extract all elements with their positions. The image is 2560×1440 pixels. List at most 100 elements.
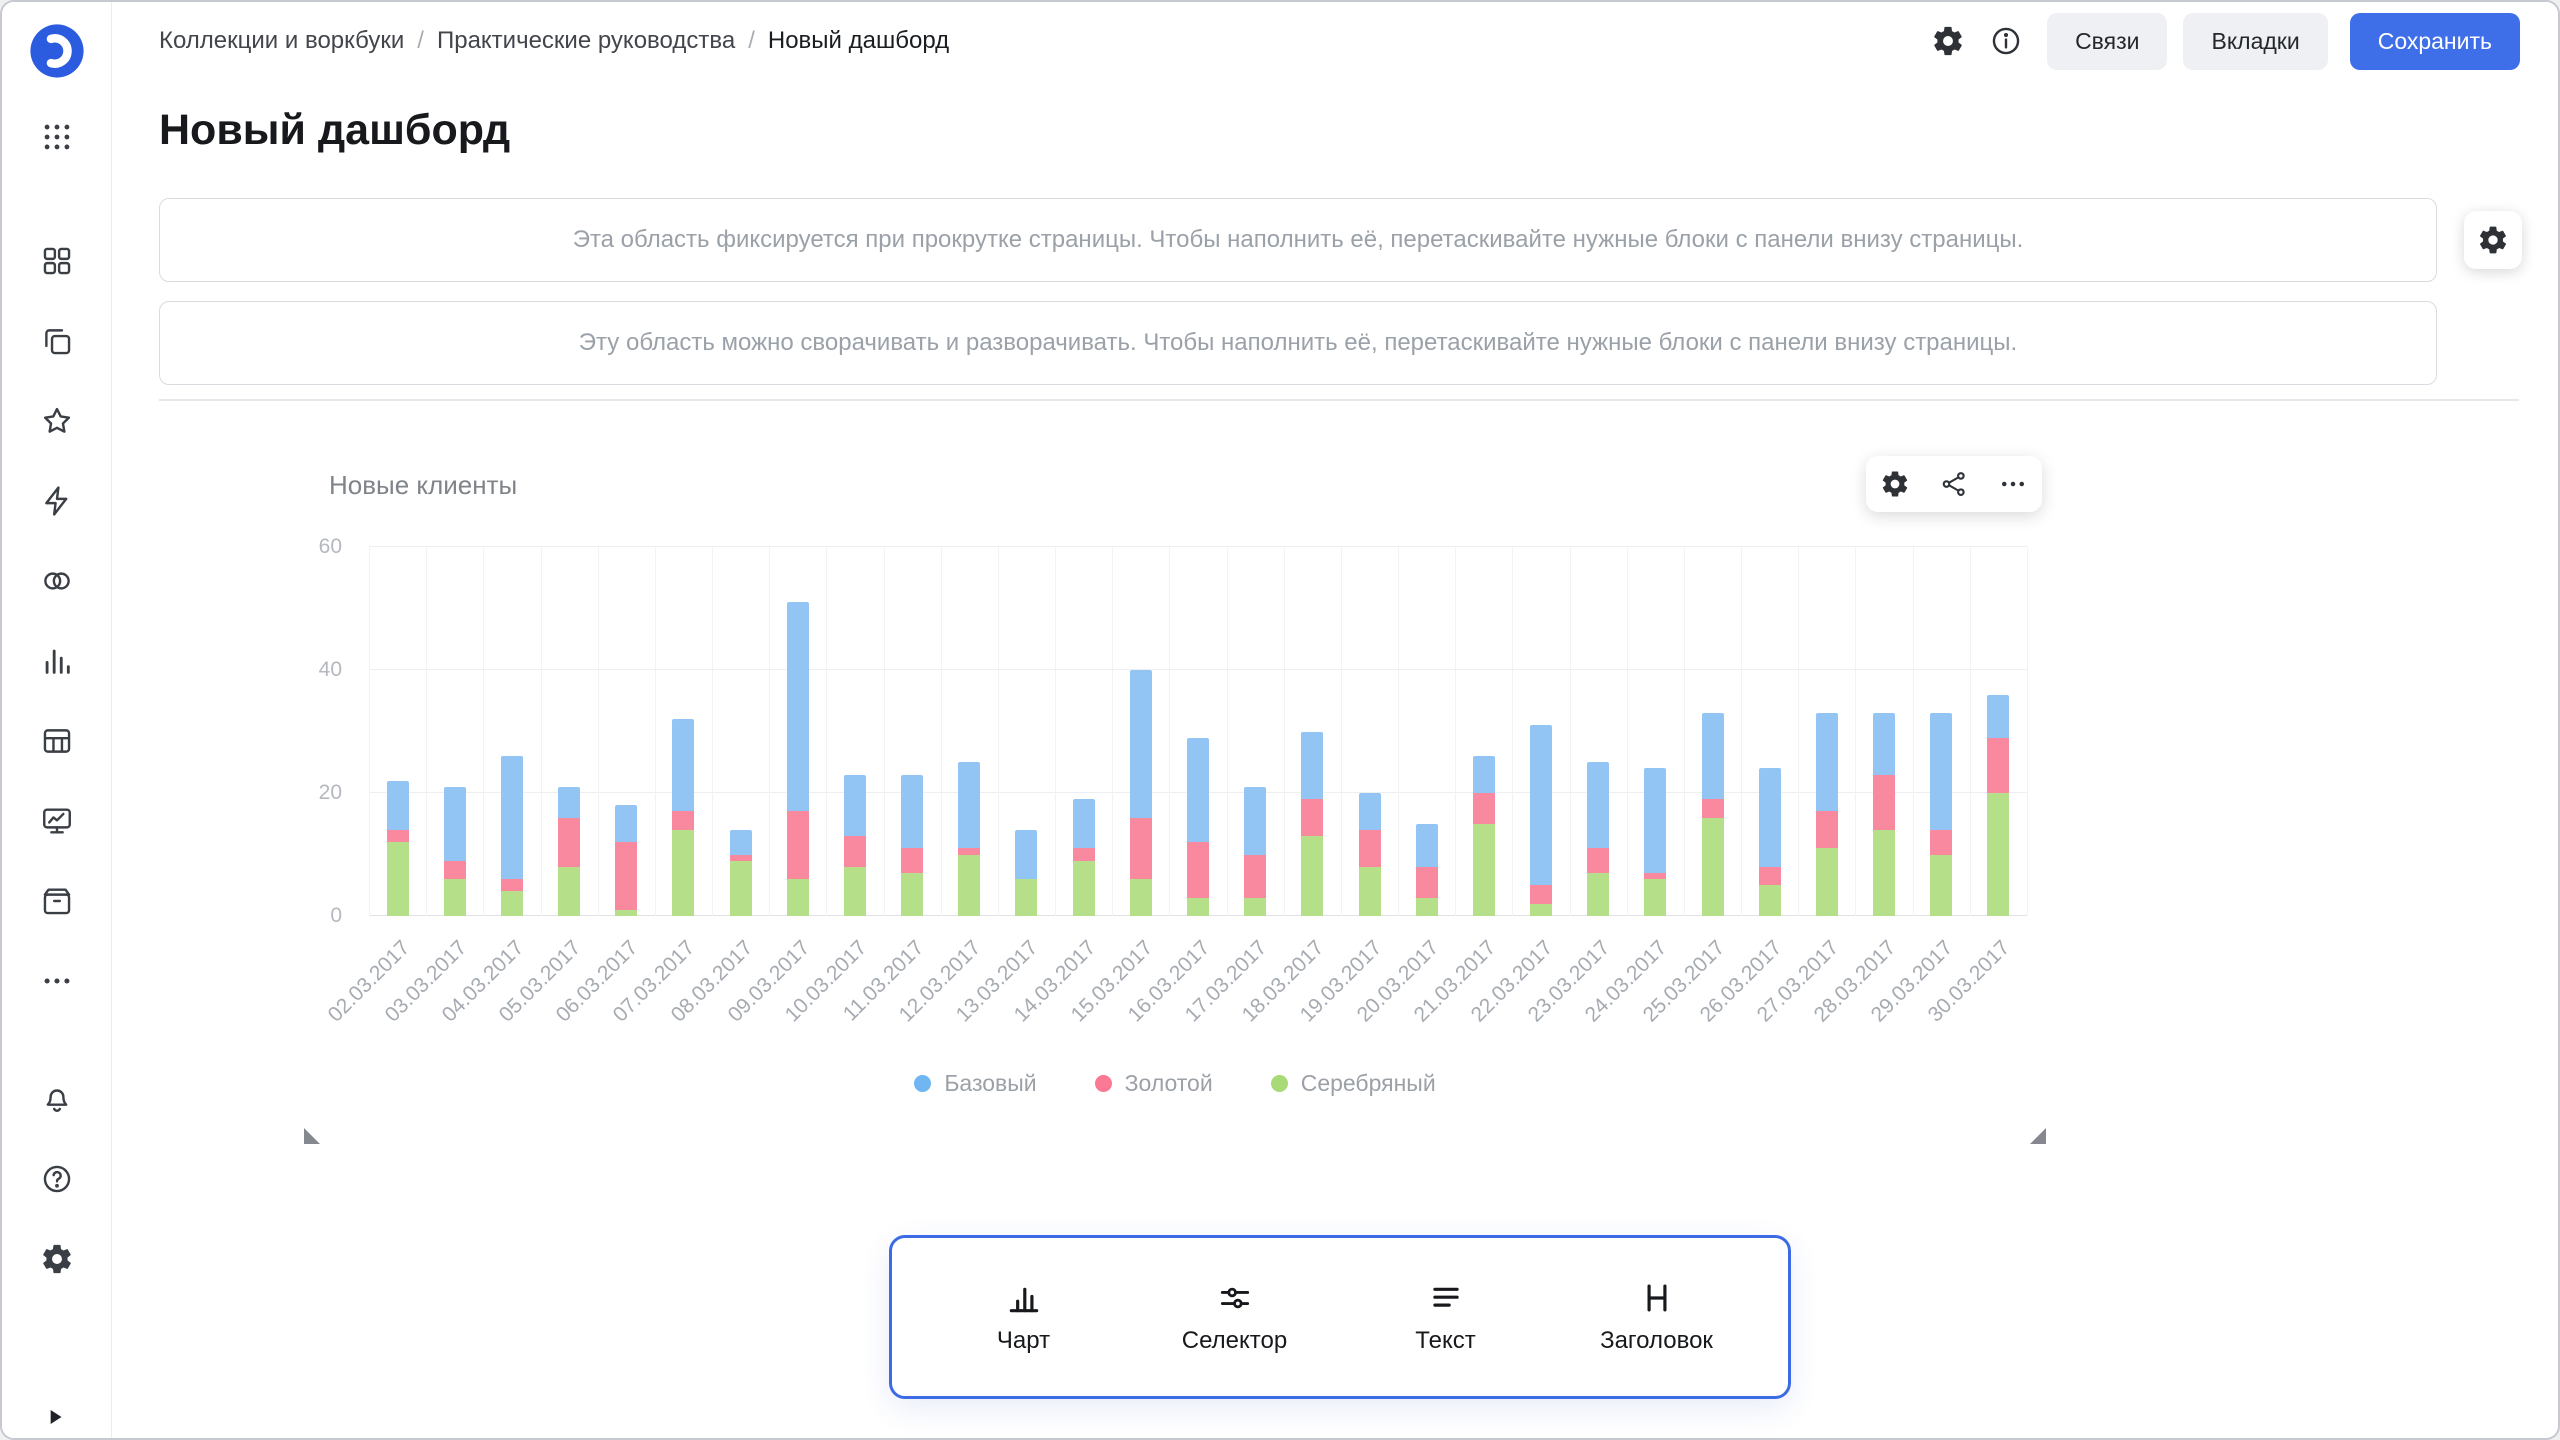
x-gridline: [1855, 547, 1857, 916]
datalens-logo-icon[interactable]: [28, 22, 86, 80]
bar-segment: [1187, 737, 1209, 843]
sidebar-item-zap[interactable]: [40, 484, 74, 518]
relations-button[interactable]: Связи: [2047, 12, 2168, 70]
collapsible-area-hint: Эту область можно сворачивать и разворач…: [578, 329, 2018, 356]
breadcrumb-current: Новый дашборд: [767, 27, 950, 54]
legend-item[interactable]: Базовый: [914, 1070, 1037, 1097]
bar-segment: [1415, 897, 1438, 916]
info-button[interactable]: [1981, 16, 2031, 66]
bar-segment: [1015, 879, 1038, 916]
stacked-bar: [615, 805, 638, 916]
bar-segment: [558, 817, 581, 867]
bar-segment: [729, 854, 752, 861]
stacked-bar: [1644, 768, 1667, 916]
stacked-bar: [386, 780, 409, 916]
bar-segment: [1530, 885, 1553, 904]
bar-segment: [729, 829, 752, 855]
dock-item-chart-bars[interactable]: Чарт: [929, 1279, 1119, 1355]
bar-segment: [443, 786, 466, 861]
sidebar-item-layout[interactable]: [40, 244, 74, 278]
stacked-bar: [1358, 793, 1381, 916]
bar-segment: [1358, 866, 1381, 916]
ellipsis-icon: [1998, 469, 2028, 499]
stacked-bar: [1415, 823, 1438, 916]
dock-item-sliders[interactable]: Селектор: [1140, 1279, 1330, 1355]
breadcrumb-link[interactable]: Практические руководства: [436, 27, 736, 54]
sidebar-item-bell[interactable]: [40, 1082, 74, 1116]
x-gridline: [1112, 547, 1114, 916]
bar-segment: [1358, 793, 1381, 830]
widget-actions: [1866, 456, 2042, 512]
bar-segment: [1758, 885, 1781, 916]
sidebar-item-bar-chart[interactable]: [40, 644, 74, 678]
gear-icon: [1880, 469, 1910, 499]
fixed-area-dropzone[interactable]: Эта область фиксируется при прокрутке ст…: [159, 198, 2437, 282]
breadcrumb-link[interactable]: Коллекции и воркбуки: [159, 27, 405, 54]
dock-item-text-lines[interactable]: Текст: [1351, 1279, 1541, 1355]
sidebar-item-monitor[interactable]: [40, 804, 74, 838]
bar-segment: [786, 811, 809, 880]
bar-segment: [729, 860, 752, 916]
sidebar-expand-button[interactable]: [42, 1404, 68, 1430]
y-gridline: [369, 669, 2027, 670]
y-axis-label: 20: [318, 781, 342, 804]
sidebar-item-help[interactable]: [40, 1162, 74, 1196]
bar-segment: [500, 756, 523, 880]
x-gridline: [1569, 547, 1571, 916]
bar-segment: [1072, 860, 1095, 916]
widget-gear-button[interactable]: [1869, 458, 1921, 510]
resize-handle-right[interactable]: [2030, 1128, 2046, 1144]
legend-label: Серебряный: [1300, 1070, 1436, 1096]
gear-icon: [2477, 224, 2509, 256]
sidebar-item-star[interactable]: [40, 404, 74, 438]
bar-segment: [1873, 829, 1896, 916]
bar-segment: [1701, 817, 1724, 916]
stacked-bar: [672, 719, 695, 916]
stacked-bar: [1758, 768, 1781, 916]
y-gridline: [369, 546, 2027, 547]
save-button[interactable]: Сохранить: [2349, 12, 2520, 70]
legend-item[interactable]: Серебряный: [1270, 1070, 1436, 1097]
bar-segment: [672, 811, 695, 830]
bar-segment: [1930, 713, 1953, 830]
bar-segment: [1587, 872, 1610, 916]
circles-icon: [40, 564, 74, 598]
bar-segment: [500, 879, 523, 892]
apps-grid-icon[interactable]: [40, 120, 74, 154]
sidebar-item-circles[interactable]: [40, 564, 74, 598]
triangle-right-icon: [42, 1404, 68, 1430]
sidebar-item-dots[interactable]: [40, 964, 74, 998]
bar-segment: [1301, 836, 1324, 916]
sidebar-item-box[interactable]: [40, 884, 74, 918]
bar-segment: [1187, 897, 1209, 916]
resize-handle-left[interactable]: [304, 1128, 320, 1144]
sidebar: [2, 2, 112, 1438]
sidebar-item-copy[interactable]: [40, 324, 74, 358]
dock-item-heading[interactable]: Заголовок: [1562, 1279, 1752, 1355]
widget-ellipsis-button[interactable]: [1987, 458, 2039, 510]
bar-segment: [1301, 799, 1324, 837]
dock-item-label: Заголовок: [1600, 1327, 1713, 1354]
tabs-button[interactable]: Вкладки: [2183, 12, 2328, 70]
x-gridline: [1626, 547, 1628, 916]
breadcrumb-separator: /: [417, 27, 424, 54]
sidebar-item-gear[interactable]: [40, 1242, 74, 1276]
y-axis-label: 40: [318, 658, 342, 681]
bar-segment: [1530, 903, 1553, 916]
widget-share-button[interactable]: [1928, 458, 1980, 510]
x-gridline: [712, 547, 714, 916]
sidebar-item-table[interactable]: [40, 724, 74, 758]
y-axis: 0 20 40 60: [296, 535, 356, 927]
gear-button[interactable]: [1923, 16, 1973, 66]
x-gridline: [1798, 547, 1800, 916]
fixed-area-settings-button[interactable]: [2464, 211, 2522, 269]
bar-segment: [1987, 737, 2010, 793]
legend-item[interactable]: Золотой: [1094, 1070, 1213, 1097]
dock-item-label: Чарт: [996, 1327, 1051, 1354]
bar-segment: [386, 780, 409, 830]
gear-icon: [1931, 24, 1965, 58]
page-title: Новый дашборд: [159, 106, 511, 154]
bar-segment: [1244, 854, 1267, 898]
stacked-bar: [500, 756, 523, 916]
collapsible-area-dropzone[interactable]: Эту область можно сворачивать и разворач…: [159, 301, 2437, 385]
